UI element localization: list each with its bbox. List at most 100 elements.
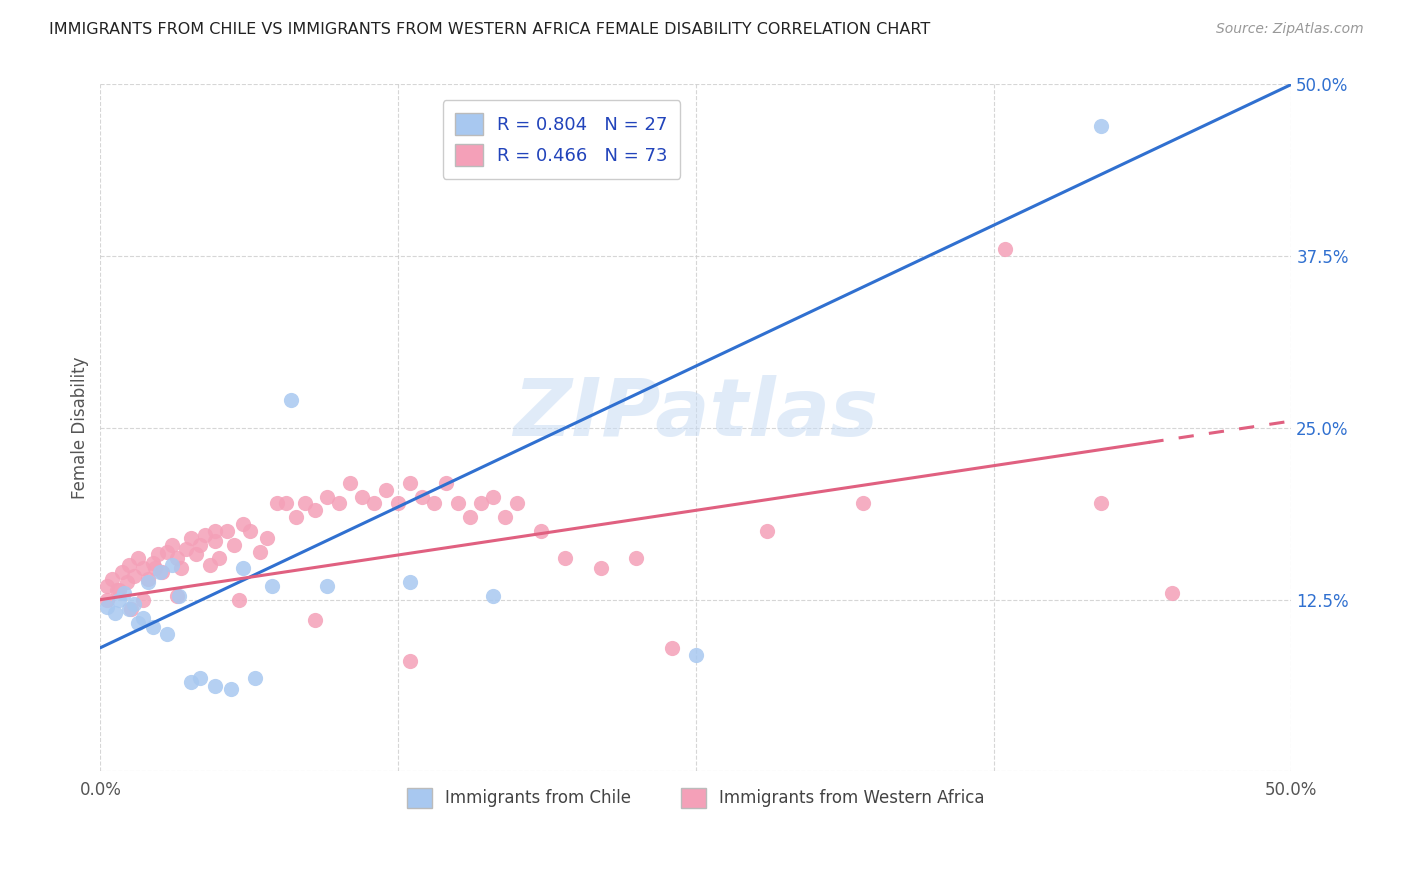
Point: [174, 541, 197, 556]
Point: [315, 579, 337, 593]
Point: [243, 671, 266, 685]
Point: [363, 496, 385, 510]
Point: [104, 607, 127, 621]
Point: [96, 579, 118, 593]
Point: [166, 589, 188, 603]
Point: [142, 620, 165, 634]
Point: [149, 565, 172, 579]
Point: [304, 503, 326, 517]
Point: [315, 490, 337, 504]
Point: [208, 551, 231, 566]
Point: [127, 551, 149, 566]
Point: [470, 496, 492, 510]
Point: [232, 517, 254, 532]
Point: [180, 675, 202, 690]
Point: [136, 574, 159, 589]
Point: [626, 551, 648, 566]
Point: [239, 524, 262, 538]
Point: [122, 597, 145, 611]
Point: [167, 589, 190, 603]
Point: [339, 475, 361, 490]
Point: [150, 565, 173, 579]
Point: [482, 589, 505, 603]
Y-axis label: Female Disability: Female Disability: [72, 357, 89, 500]
Point: [96, 592, 118, 607]
Point: [352, 490, 374, 504]
Point: [221, 681, 243, 696]
Point: [387, 496, 409, 510]
Point: [190, 538, 212, 552]
Point: [304, 613, 326, 627]
Point: [132, 610, 155, 624]
Point: [184, 547, 207, 561]
Point: [127, 615, 149, 630]
Point: [166, 551, 188, 566]
Point: [96, 599, 118, 614]
Point: [423, 496, 446, 510]
Point: [105, 582, 128, 597]
Point: [132, 561, 155, 575]
Point: [156, 627, 179, 641]
Point: [994, 242, 1017, 256]
Point: [399, 655, 422, 669]
Point: [276, 496, 298, 510]
Point: [222, 538, 245, 552]
Point: [284, 510, 307, 524]
Point: [156, 544, 179, 558]
Point: [111, 565, 134, 579]
Point: [1090, 496, 1112, 510]
Point: [280, 393, 302, 408]
Point: [118, 558, 141, 573]
Point: [101, 572, 124, 586]
Point: [685, 648, 707, 662]
Point: [554, 551, 576, 566]
Point: [194, 528, 217, 542]
Text: Source: ZipAtlas.com: Source: ZipAtlas.com: [1216, 22, 1364, 37]
Point: [190, 671, 212, 685]
Point: [756, 524, 779, 538]
Point: [434, 475, 457, 490]
Point: [118, 602, 141, 616]
Point: [108, 582, 131, 597]
Legend: Immigrants from Chile, Immigrants from Western Africa: Immigrants from Chile, Immigrants from W…: [401, 780, 991, 814]
Point: [399, 574, 422, 589]
Point: [661, 640, 683, 655]
Point: [115, 574, 138, 589]
Point: [142, 556, 165, 570]
Point: [204, 524, 226, 538]
Point: [160, 558, 183, 573]
Point: [446, 496, 468, 510]
Point: [530, 524, 553, 538]
Point: [143, 561, 166, 575]
Point: [228, 592, 250, 607]
Point: [589, 561, 612, 575]
Point: [132, 592, 155, 607]
Point: [260, 579, 283, 593]
Point: [108, 592, 131, 607]
Point: [494, 510, 516, 524]
Point: [506, 496, 529, 510]
Point: [136, 572, 159, 586]
Point: [120, 602, 142, 616]
Point: [122, 569, 145, 583]
Point: [1161, 586, 1184, 600]
Point: [204, 679, 226, 693]
Point: [112, 586, 135, 600]
Point: [249, 544, 271, 558]
Point: [215, 524, 238, 538]
Point: [851, 496, 873, 510]
Point: [198, 558, 221, 573]
Point: [375, 483, 398, 497]
Point: [204, 533, 226, 548]
Point: [399, 475, 422, 490]
Point: [146, 547, 169, 561]
Point: [1090, 119, 1112, 133]
Point: [458, 510, 481, 524]
Point: [232, 561, 254, 575]
Text: IMMIGRANTS FROM CHILE VS IMMIGRANTS FROM WESTERN AFRICA FEMALE DISABILITY CORREL: IMMIGRANTS FROM CHILE VS IMMIGRANTS FROM…: [49, 22, 931, 37]
Point: [294, 496, 316, 510]
Point: [256, 531, 278, 545]
Point: [170, 561, 193, 575]
Point: [266, 496, 288, 510]
Point: [328, 496, 350, 510]
